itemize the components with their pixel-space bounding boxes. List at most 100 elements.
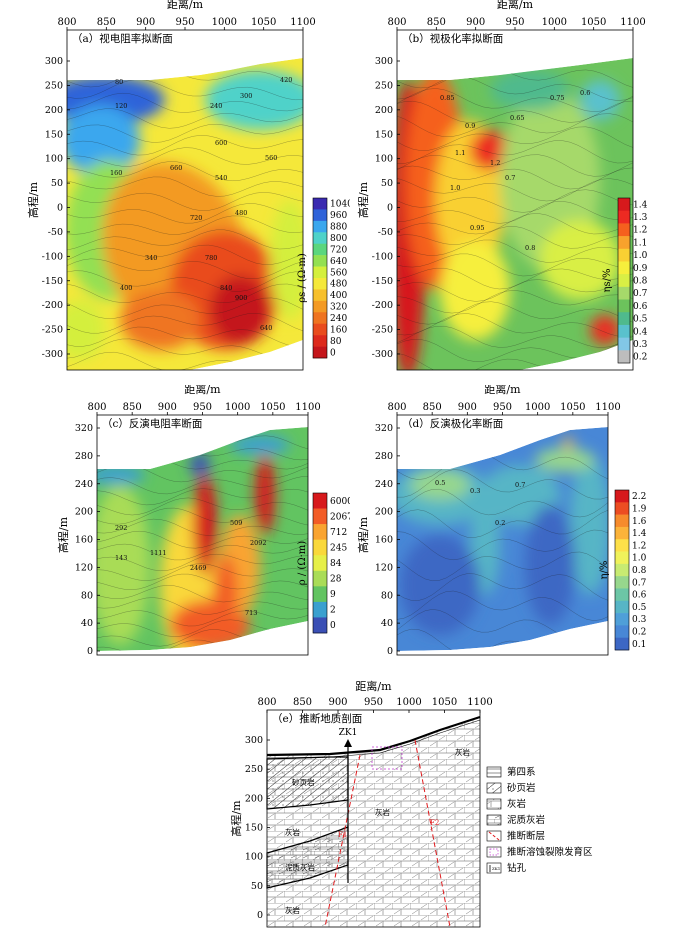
contour-line: [97, 497, 308, 516]
colorbar-tick-label: 245: [330, 543, 347, 553]
x-tick-label: 950: [364, 697, 383, 708]
panel-a: 80 120 160 240 300 420 560 600 660 720 780 840 900 34…: [0, 0, 353, 385]
contour-line: [97, 518, 308, 536]
colorbar-swatch: [313, 335, 327, 347]
colorbar-swatch: [313, 586, 327, 603]
contour-line: [67, 192, 303, 211]
field-blob: [270, 200, 303, 320]
x-tick-label: 1000: [225, 402, 250, 413]
colorbar-tick-label: 1.6: [632, 517, 647, 527]
colorbar-frame: [617, 197, 631, 364]
y-tick-label: 200: [45, 105, 63, 116]
y-tick-label: -100: [42, 251, 63, 262]
y-tick-label: 40: [81, 618, 93, 629]
colorbar-tick-label: 0.8: [632, 566, 647, 576]
y-tick-label: 200: [245, 793, 263, 804]
y-tick-label: 100: [45, 154, 63, 165]
colorbar-tick-label: 0: [330, 621, 336, 631]
field-blob: [210, 275, 270, 345]
x-tick-label: 1100: [595, 402, 620, 413]
field-blob: [470, 130, 510, 170]
colorbar-swatch: [615, 600, 629, 614]
colorbar-swatch: [615, 526, 629, 540]
colorbar-label: ρs / (Ω·m): [297, 253, 308, 303]
y-tick-label: 80: [81, 590, 93, 601]
colorbar-swatch: [618, 198, 630, 211]
colorbar-tick-label: 9: [330, 590, 336, 600]
colorbar-swatch: [618, 324, 630, 338]
colorbar-swatch: [618, 261, 630, 275]
x-axis-label: 距离/m: [167, 0, 204, 11]
colorbar-tick-label: 1.4: [633, 200, 648, 210]
contour-line: [67, 147, 303, 167]
contour-line: [397, 268, 633, 290]
x-tick-label: 850: [123, 402, 142, 413]
legend-label: 钻孔: [507, 862, 527, 874]
y-tick-label: -50: [378, 227, 393, 238]
colorbar-tick-label: 160: [330, 325, 347, 335]
contour-label: 0.6: [580, 89, 590, 97]
x-tick-label: 950: [175, 17, 194, 28]
y-tick-label: 150: [45, 129, 63, 140]
colorbar-tick-label: 1.9: [632, 504, 647, 514]
contour-line: [67, 79, 303, 100]
colorbar-swatch: [313, 312, 327, 325]
limestone-body: [267, 717, 480, 927]
rock-label: 灰岩: [285, 905, 300, 915]
contour-label: 0.7: [505, 174, 515, 182]
contour-label: 1.0: [450, 184, 460, 192]
y-tick-label: -50: [48, 227, 63, 238]
colorbar-swatch: [313, 524, 327, 540]
colorbar-swatch: [313, 289, 327, 302]
y-tick-label: 250: [245, 764, 263, 775]
contour-line: [67, 176, 303, 197]
contour-line: [397, 551, 608, 581]
colorbar-tick-label: 1.1: [633, 238, 647, 248]
x-tick-label: 1000: [525, 402, 550, 413]
y-tick-label: 250: [375, 80, 393, 91]
y-tick-label: 280: [375, 451, 393, 462]
y-tick-label: -250: [372, 325, 393, 336]
contour-label: 540: [215, 174, 227, 182]
colorbar-label: ηs/%: [602, 269, 613, 293]
contour-label: 400: [120, 284, 132, 292]
colorbar-tick-label: 28: [330, 575, 342, 585]
colorbar-tick-label: 400: [330, 291, 347, 301]
colorbar-swatch: [313, 220, 327, 233]
colorbar-tick-label: 240: [330, 314, 347, 324]
colorbar-tick-label: 6000: [330, 497, 350, 507]
x-tick-label: 900: [158, 402, 177, 413]
contour-label: 1.1: [455, 149, 465, 157]
x-tick-label: 1050: [432, 697, 457, 708]
colorbar-swatch: [313, 508, 327, 525]
contour-label: 80: [115, 78, 123, 86]
colorbar-swatch: [313, 346, 327, 359]
rock-label: 灰岩: [455, 747, 470, 757]
contour-line: [397, 451, 608, 480]
fault-label: F2: [430, 819, 439, 827]
y-tick-label: 300: [375, 56, 393, 67]
contour-label: 1111: [150, 549, 167, 557]
colorbar-tick-label: 0.3: [632, 615, 647, 625]
contour-line: [67, 124, 303, 143]
fault-label: F1: [338, 831, 347, 839]
panel-title: （b）视极化率拟断面: [402, 32, 503, 45]
legend-swatch: [486, 814, 502, 826]
contour-line: [397, 201, 633, 224]
quaternary-layer: [266, 715, 481, 757]
y-tick-label: 300: [245, 735, 263, 746]
contour-line: [397, 165, 633, 190]
contour-line: [397, 590, 608, 621]
contour-line: [397, 313, 633, 337]
y-tick-label: 50: [251, 881, 263, 892]
contour-line: [97, 573, 308, 590]
colorbar-tick-label: 720: [330, 245, 347, 255]
field-blob: [480, 465, 560, 525]
rock-label: 砂页岩: [292, 777, 315, 787]
contour-label: 780: [205, 254, 217, 262]
legend-label: 灰岩: [507, 798, 526, 810]
colorbar-tick-label: 1.0: [632, 554, 647, 564]
contour-label: 509: [230, 519, 242, 527]
